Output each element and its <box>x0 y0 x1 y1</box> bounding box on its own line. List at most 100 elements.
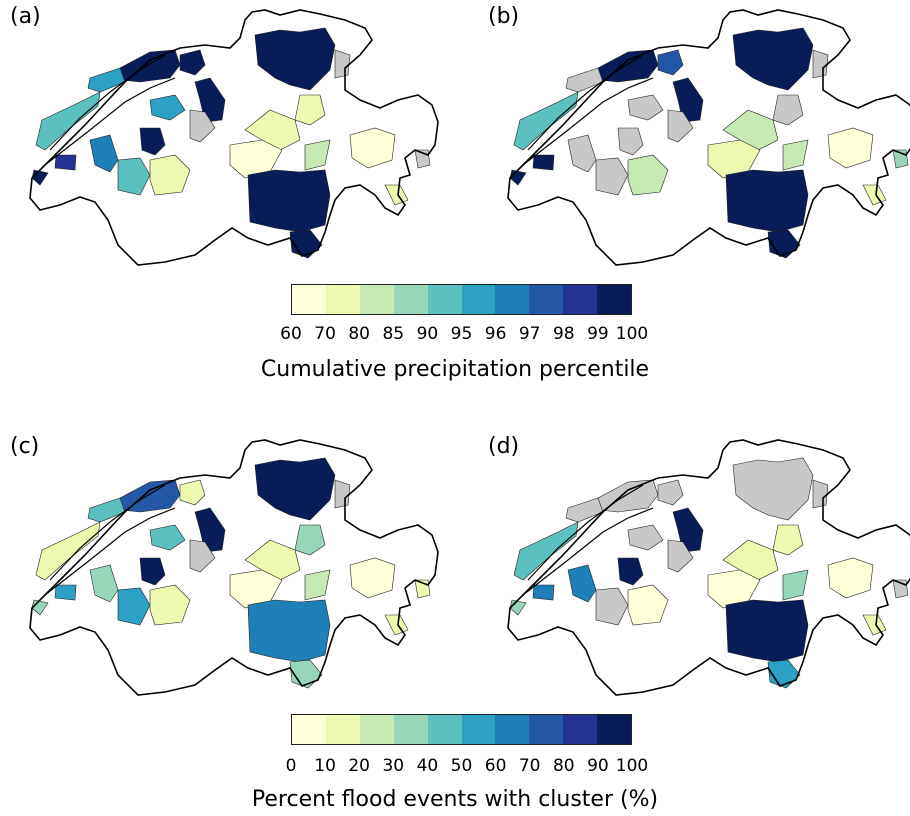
colorbar-swatch <box>427 285 462 314</box>
colorbar-tick-label: 0 <box>285 756 297 776</box>
catchment-region <box>334 479 351 509</box>
catchment-region <box>812 479 829 509</box>
colorbar-tick-label: 100 <box>615 324 649 344</box>
catchment-region <box>294 524 326 556</box>
lake-boundary <box>522 54 654 166</box>
catchment-region <box>657 49 684 76</box>
catchment-region <box>772 94 804 126</box>
colorbar-tick-label: 70 <box>314 324 336 344</box>
catchment-region <box>595 587 629 626</box>
catchment-region <box>189 109 216 143</box>
panel-label: (b) <box>488 4 520 29</box>
catchment-region <box>513 521 579 581</box>
catchment-region <box>54 584 77 601</box>
colorbar-swatch <box>427 715 462 744</box>
colorbar-swatch <box>461 285 496 314</box>
catchment-region <box>31 169 49 186</box>
catchment-region <box>532 584 555 601</box>
colorbar-swatch <box>393 715 428 744</box>
colorbar-swatch <box>563 715 598 744</box>
catchment-region <box>672 77 704 123</box>
catchment-region <box>149 154 191 196</box>
catchment-region <box>194 507 226 553</box>
catchment-region <box>89 564 119 603</box>
catchment-region <box>247 169 331 233</box>
catchment-region <box>247 599 331 663</box>
colorbar-tick-label: 30 <box>382 756 405 776</box>
catchment-region <box>194 77 226 123</box>
catchment-region <box>254 27 336 91</box>
catchment-region <box>384 614 409 636</box>
switzerland-map <box>29 439 439 696</box>
colorbar-tick-label: 40 <box>416 756 439 776</box>
colorbar-title: Percent flood events with cluster (%) <box>251 787 659 812</box>
colorbar-tick-label: 70 <box>518 756 541 776</box>
colorbar-tick-label: 90 <box>587 756 609 776</box>
country-border <box>29 9 439 266</box>
catchment-region <box>54 154 77 171</box>
catchment-region <box>179 49 206 76</box>
catchment-region <box>509 169 527 186</box>
catchment-region <box>334 49 351 79</box>
catchment-region <box>139 127 166 156</box>
catchment-region <box>189 539 216 573</box>
colorbar-swatch <box>292 715 326 744</box>
catchment-region <box>117 587 151 626</box>
panel-label: (d) <box>488 434 520 459</box>
catchment-region <box>667 109 694 143</box>
panel-label: (a) <box>10 4 41 29</box>
catchment-region <box>827 557 874 599</box>
catchment-region <box>672 507 704 553</box>
catchment-region <box>179 479 206 506</box>
catchment-region <box>254 457 336 521</box>
colorbar-tick-label: 99 <box>587 324 609 344</box>
catchment-region <box>772 524 804 556</box>
colorbar-swatch <box>359 285 394 314</box>
colorbar-tick-label: 90 <box>416 324 439 344</box>
catchment-region <box>732 457 814 521</box>
catchment-region <box>782 139 809 171</box>
catchment-region <box>595 157 629 196</box>
panel-d: (d) <box>478 430 910 700</box>
panel-label: (c) <box>10 434 40 459</box>
colorbar-percent <box>291 714 632 745</box>
colorbar-tick-label: 10 <box>314 756 336 776</box>
catchment-region <box>565 497 604 523</box>
country-border <box>507 439 910 696</box>
colorbar-swatch <box>393 285 428 314</box>
colorbar-title: Cumulative precipitation percentile <box>260 357 650 382</box>
panel-b: (b) <box>478 0 910 270</box>
catchment-region <box>617 127 644 156</box>
catchment-region <box>149 584 191 626</box>
switzerland-map <box>507 9 910 266</box>
catchment-region <box>31 599 49 616</box>
colorbar-swatch <box>461 715 496 744</box>
catchment-region <box>149 524 186 551</box>
catchment-region <box>117 157 151 196</box>
colorbar-tick-label: 96 <box>484 324 507 344</box>
lake-boundary <box>44 484 176 596</box>
colorbar-tick-label: 50 <box>450 756 473 776</box>
colorbar-ticks: 60 70 80 85 90 95 96 97 98 99 100 <box>280 324 648 346</box>
country-border <box>29 439 439 696</box>
catchment-region <box>597 479 659 513</box>
catchment-region <box>509 599 527 616</box>
catchment-region <box>732 27 814 91</box>
colorbar-tick-label: 80 <box>348 324 371 344</box>
colorbar-swatch <box>597 715 632 744</box>
colorbar-swatch <box>495 715 530 744</box>
catchment-region <box>304 139 331 171</box>
colorbar-tick-label: 95 <box>450 324 473 344</box>
colorbar-swatch <box>529 715 564 744</box>
catchment-region <box>294 94 326 126</box>
catchment-region <box>384 184 409 206</box>
catchment-region <box>597 49 659 83</box>
catchment-region <box>627 524 664 551</box>
catchment-region <box>862 184 887 206</box>
colorbar-swatch <box>325 285 360 314</box>
colorbar-tick-label: 20 <box>348 756 371 776</box>
country-border <box>507 9 910 266</box>
catchment-region <box>657 479 684 506</box>
catchment-region <box>782 569 809 601</box>
catchment-region <box>349 557 396 599</box>
